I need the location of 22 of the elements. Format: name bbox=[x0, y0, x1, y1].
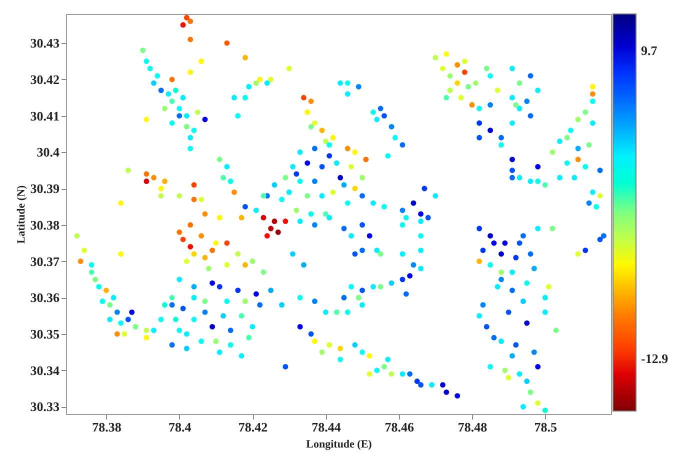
y-tick-label: 30.39 bbox=[30, 181, 60, 196]
x-tick-label: 78.4 bbox=[168, 420, 192, 434]
color-bar-label: -12.9 bbox=[641, 351, 669, 366]
color-bar-label: 9.7 bbox=[641, 42, 658, 58]
y-tick-label: 30.41 bbox=[30, 108, 60, 124]
x-tick-label: 78.38 bbox=[92, 420, 122, 434]
y-tick-label: 30.33 bbox=[30, 399, 60, 414]
y-tick-label: 30.35 bbox=[30, 326, 60, 342]
x-tick-label: 78.48 bbox=[458, 420, 488, 434]
y-tick-label: 30.43 bbox=[30, 36, 60, 51]
y-tick-label: 30.42 bbox=[30, 72, 60, 87]
x-tick-label: 78.46 bbox=[384, 420, 414, 434]
x-axis-title: Longitude (E) bbox=[306, 438, 372, 450]
x-tick-label: 78.42 bbox=[238, 420, 268, 434]
x-tick-label: 78.5 bbox=[534, 420, 558, 434]
y-tick-label: 30.38 bbox=[30, 217, 60, 232]
y-tick-label: 30.36 bbox=[30, 290, 60, 306]
y-tick-label: 30.34 bbox=[30, 362, 60, 378]
x-tick-label: 78.44 bbox=[312, 420, 342, 434]
y-tick-label: 30.37 bbox=[30, 254, 60, 269]
y-axis-title: Latitude (N) bbox=[15, 184, 28, 244]
y-tick-label: 30.4 bbox=[36, 144, 60, 160]
